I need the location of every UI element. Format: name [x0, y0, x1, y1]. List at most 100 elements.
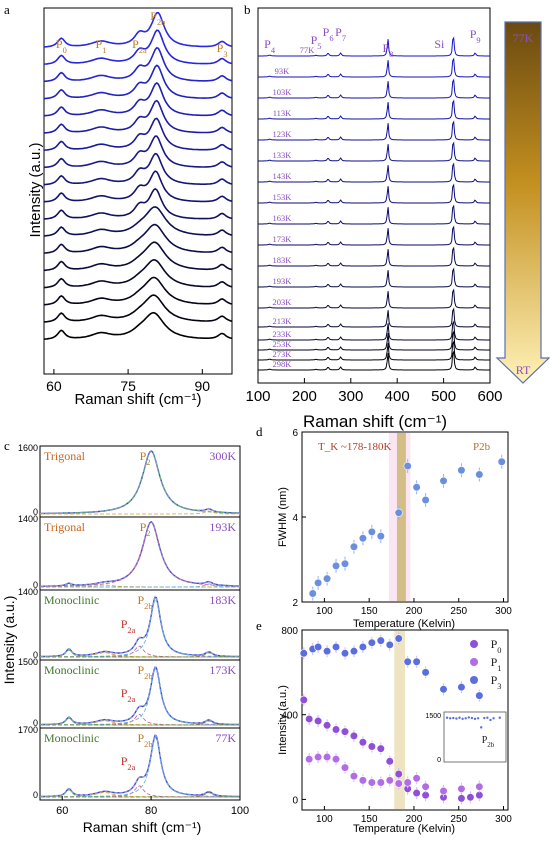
peak-label: P2 — [140, 520, 151, 538]
phase-label: Monoclinic — [44, 593, 99, 607]
x-tick-label: 300 — [495, 814, 512, 825]
data-point — [403, 461, 412, 471]
panel-c-xlabel: Raman shift (cm⁻¹) — [83, 819, 202, 835]
spectrum-line — [258, 267, 490, 288]
spectrum-line — [258, 36, 490, 57]
peak-label: P2b — [150, 9, 165, 27]
spectrum-line — [258, 307, 490, 328]
inset-tick-label: 1500 — [425, 713, 441, 720]
panel-d-points — [308, 454, 506, 601]
inset-point — [476, 717, 480, 720]
transition-band — [388, 433, 411, 601]
peak-label: P9 — [470, 27, 481, 45]
spectrum-line — [43, 170, 233, 203]
spectrum-line — [258, 320, 490, 341]
data-point — [421, 668, 430, 677]
phase-label: Monoclinic — [44, 663, 99, 677]
panel-d-series-label: P2b — [473, 441, 491, 453]
data-point — [322, 752, 332, 762]
inset-point — [486, 716, 489, 719]
data-point — [403, 778, 412, 787]
tick-label: 200 — [292, 388, 317, 405]
data-point — [367, 638, 376, 647]
panel-d-xlabel: Temperature (Kelvin) — [353, 618, 455, 630]
peak-label: P6 — [323, 25, 334, 43]
transition-band — [394, 631, 405, 809]
tick-label: 80 — [145, 805, 157, 817]
data-point — [305, 755, 314, 764]
data-point — [367, 742, 376, 751]
temperature-label: 93K — [275, 66, 291, 76]
sub-peak-label: P2a — [121, 754, 136, 772]
tick-label: 300 — [338, 388, 363, 405]
inset-frame — [443, 711, 507, 763]
peak-label: Si — [434, 37, 445, 51]
panel-a-xlabel: Raman shift (cm⁻¹) — [74, 391, 201, 408]
sub-peak-label: P2a — [121, 617, 136, 635]
data-point — [457, 466, 466, 475]
y-tick-label: 1600 — [18, 443, 38, 453]
panel-e-inset: 1500 0 P2b — [425, 711, 507, 764]
inset-point — [467, 716, 470, 719]
temperature-label: 193K — [273, 276, 293, 286]
data-point — [439, 786, 448, 796]
peak-label: P5 — [311, 33, 322, 51]
panel-c-label: c — [4, 438, 10, 453]
panel-e-points — [299, 632, 484, 805]
y-tick-label: 4 — [292, 513, 298, 524]
data-point — [322, 721, 332, 730]
y-tick-label: 0 — [292, 795, 298, 806]
spectrum-line — [258, 350, 490, 371]
data-point — [322, 574, 332, 583]
data-point — [340, 727, 350, 736]
data-point — [358, 642, 368, 652]
data-point — [340, 649, 350, 658]
sub-peak-label: P2a — [121, 686, 136, 704]
panel-e-label: e — [256, 618, 262, 633]
data-point — [349, 772, 359, 781]
y-tick-label: 0 — [33, 650, 38, 660]
inset-label: P2b — [482, 735, 495, 749]
subpanel-frame — [39, 727, 241, 801]
panel-d-ylabel: FWHM (nm) — [277, 487, 289, 547]
temperature-label: 77K — [300, 45, 316, 55]
data-point — [305, 714, 314, 724]
arrow-bottom-label: RT — [516, 363, 531, 377]
data-point — [299, 649, 308, 658]
tick-label: 60 — [46, 378, 62, 394]
inset-point — [473, 717, 477, 721]
data-point — [421, 495, 430, 505]
panel-e-xlabel: Temperature (Kelvin) — [353, 823, 455, 835]
legend-label: P0 — [491, 637, 502, 655]
data-point — [367, 527, 376, 536]
temperature-label: 77K — [215, 731, 236, 745]
temperature-label: 298K — [273, 359, 293, 369]
spectrum-line — [43, 11, 233, 48]
spectrum-line — [43, 223, 233, 254]
peak-label: P7 — [335, 25, 346, 43]
tick-label: 60 — [56, 805, 68, 817]
peak-label: P2b — [137, 593, 152, 611]
data-point — [439, 476, 448, 485]
panel-a-xticks: 60 75 90 — [46, 369, 210, 394]
tick-label: 90 — [195, 378, 211, 394]
data-point — [421, 782, 430, 791]
data-point — [475, 691, 484, 700]
peak-label: P1 — [95, 37, 106, 55]
temperature-label: 153K — [273, 192, 293, 202]
spectrum-line — [43, 276, 233, 306]
temperature-label: 300K — [209, 449, 236, 463]
panel-a-ylabel: Intensity (a.u.) — [27, 142, 44, 237]
temperature-label: 113K — [273, 108, 292, 118]
temperature-label: 253K — [273, 339, 293, 349]
temperature-label: 233K — [273, 329, 293, 339]
y-tick-label: 0 — [33, 790, 38, 800]
data-point — [331, 755, 341, 764]
y-tick-label: 1700 — [18, 725, 38, 735]
data-point — [376, 778, 385, 787]
spectrum-line — [43, 82, 233, 117]
temperature-label: 213K — [273, 316, 293, 326]
